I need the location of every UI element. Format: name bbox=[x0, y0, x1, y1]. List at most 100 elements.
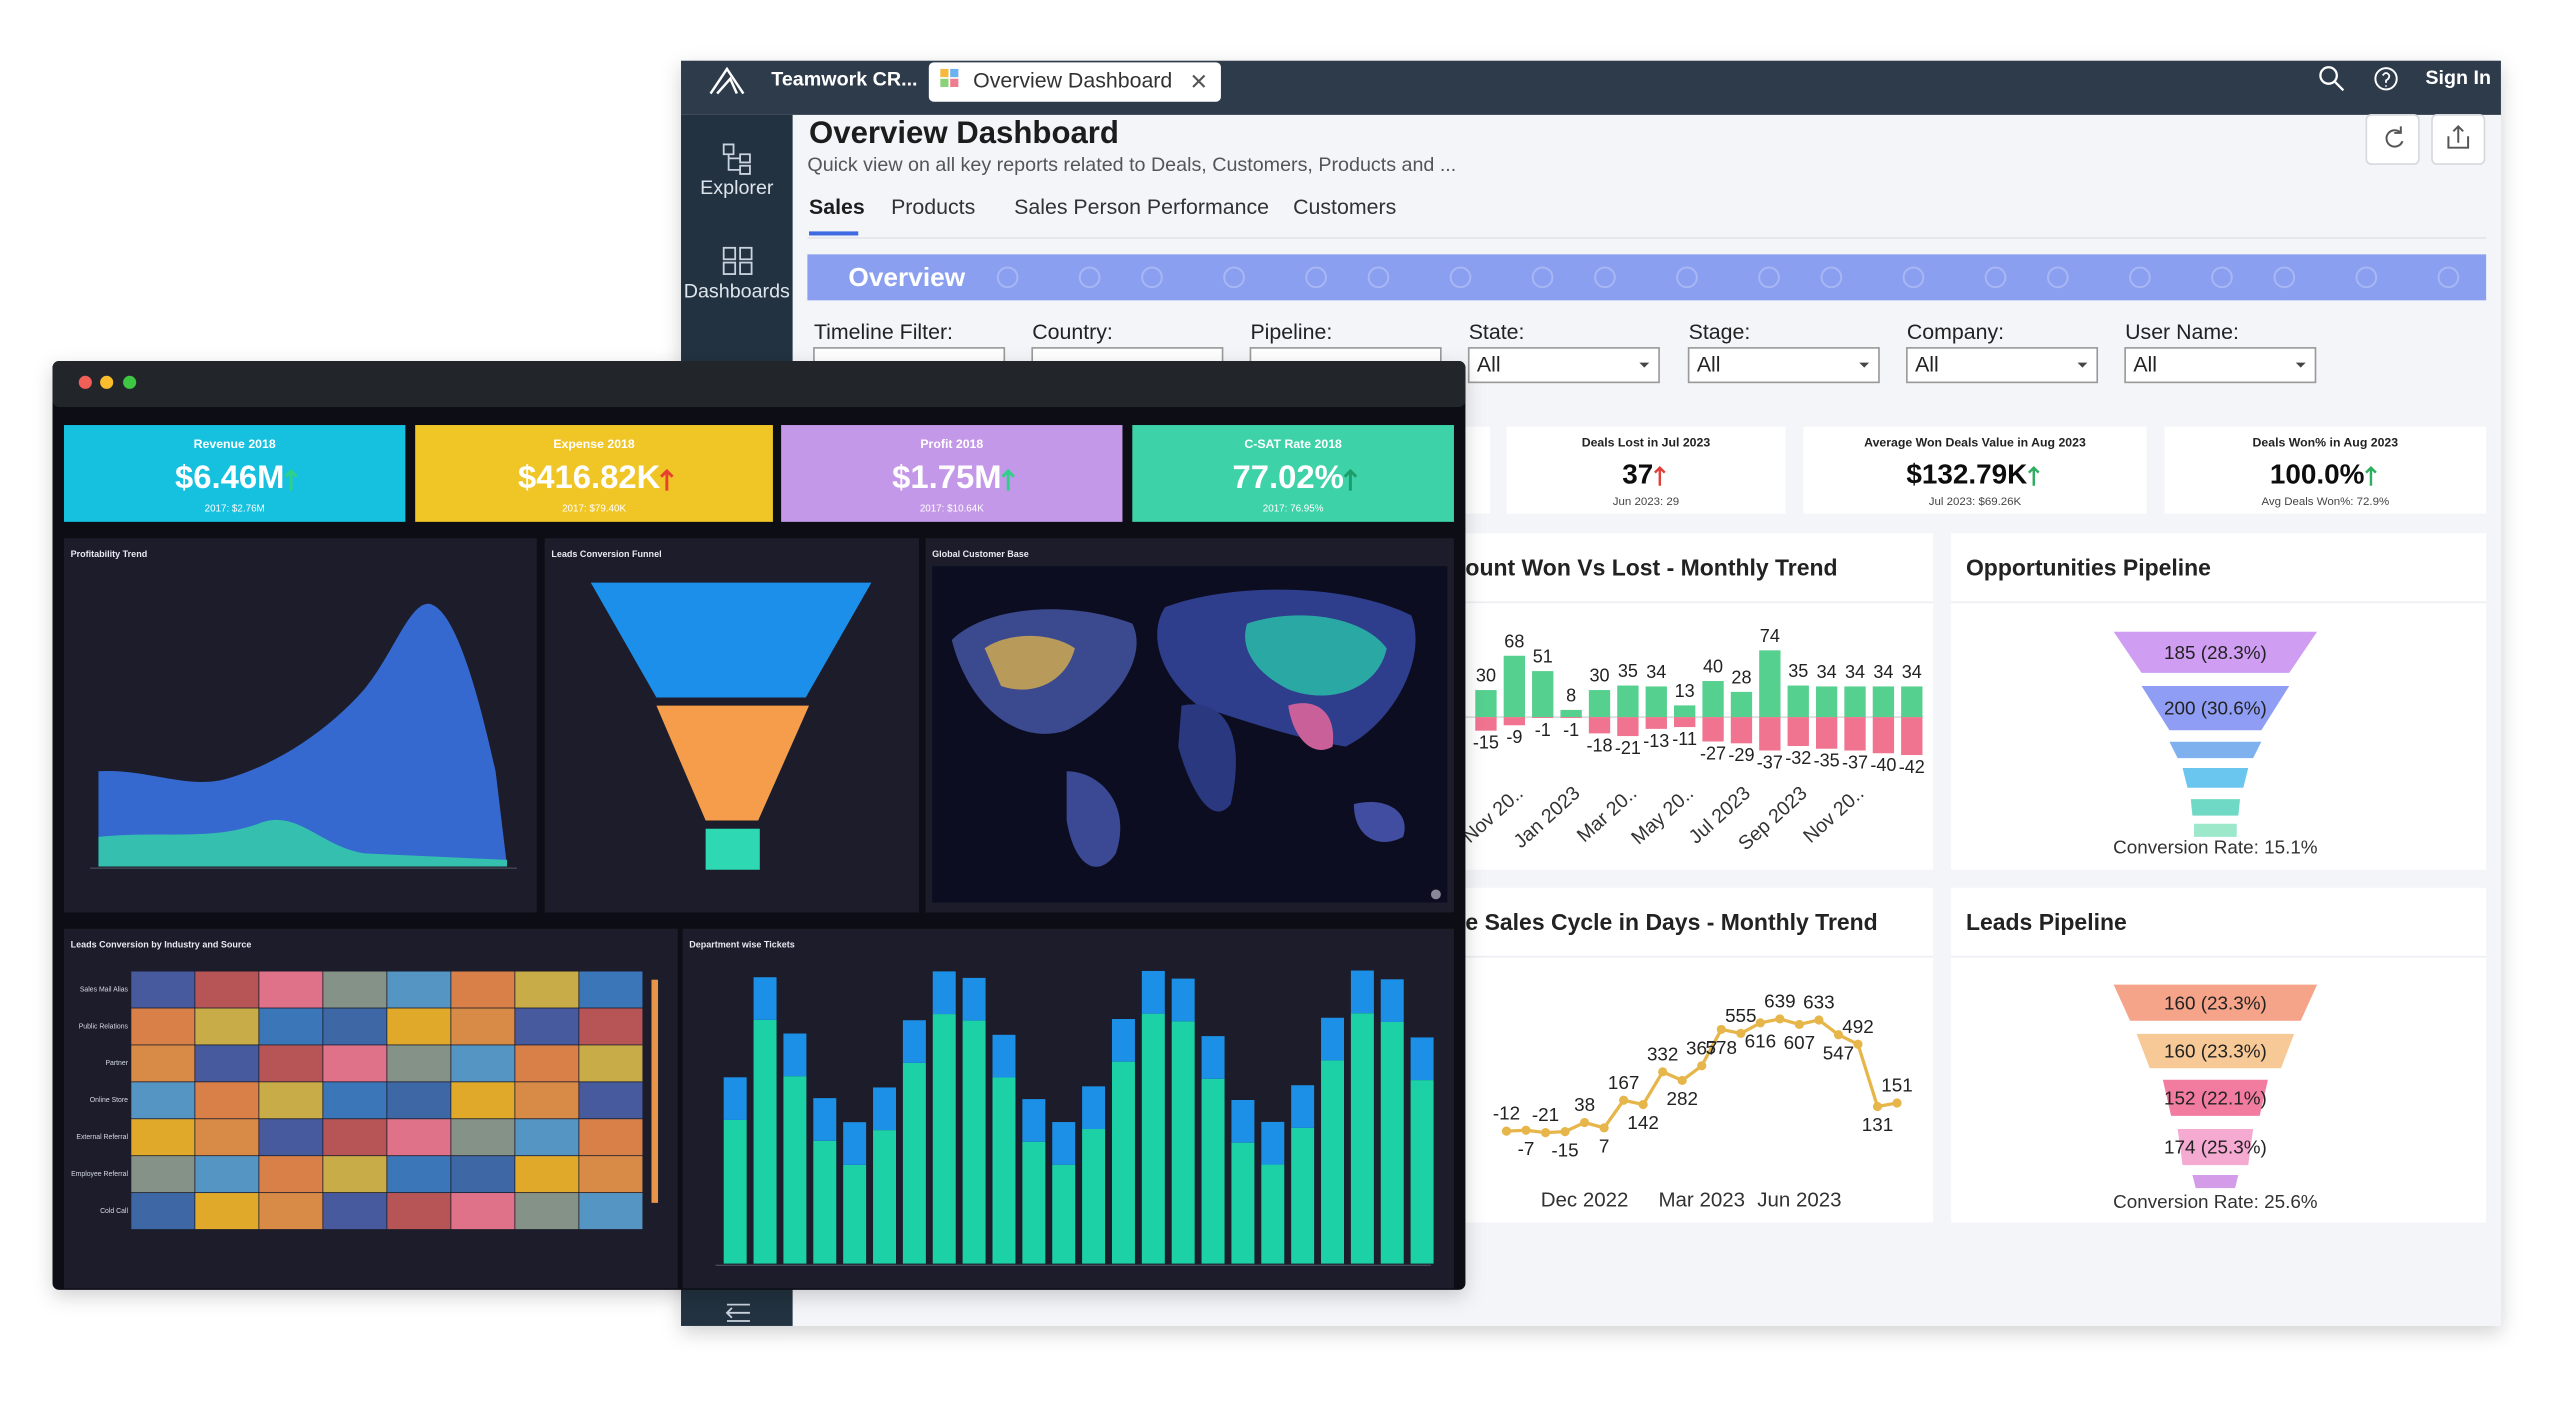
bar bbox=[1645, 686, 1667, 718]
ticket-bar-decor bbox=[1082, 1129, 1106, 1264]
funnel-stage-decor bbox=[2182, 768, 2249, 788]
line-point bbox=[1658, 1067, 1668, 1077]
data-label: -35 bbox=[1814, 751, 1840, 771]
panel-title: Leads Conversion Funnel bbox=[551, 549, 661, 559]
banner-pattern bbox=[1305, 266, 1327, 289]
heatmap-cell-decor bbox=[387, 1045, 451, 1082]
data-label: 174 (25.3%) bbox=[2164, 1137, 2267, 1158]
line-point bbox=[1814, 1015, 1824, 1025]
data-label: 616 bbox=[1745, 1031, 1776, 1052]
kpi-card bbox=[2164, 426, 2487, 514]
panel-title: Department wise Tickets bbox=[689, 940, 795, 950]
heatmap-cell-decor bbox=[131, 1045, 195, 1082]
line-point bbox=[1560, 1127, 1570, 1137]
kpi-title: Deals Lost in Jul 2023 bbox=[1582, 435, 1711, 449]
chart-title: ount Won Vs Lost - Monthly Trend bbox=[1465, 555, 1837, 581]
window-control[interactable] bbox=[100, 375, 114, 389]
heatmap-cell-decor bbox=[195, 1008, 259, 1045]
heatmap-cell-decor bbox=[259, 1193, 323, 1230]
bar bbox=[1532, 671, 1554, 718]
filter-label: Stage: bbox=[1689, 320, 1751, 344]
kpi-value: $1.75M bbox=[892, 458, 1001, 495]
kpi-arrow bbox=[2027, 465, 2040, 486]
kpi-value: $6.46M bbox=[175, 458, 284, 495]
app-tab[interactable]: Teamwork CR... bbox=[771, 69, 917, 91]
ticket-bar-decor bbox=[1141, 1013, 1165, 1264]
map-reset[interactable] bbox=[1430, 889, 1441, 900]
heatmap-cell-decor bbox=[515, 1082, 579, 1119]
heatmap-cell-decor bbox=[451, 971, 515, 1008]
ticket-bar-decor bbox=[962, 1020, 986, 1264]
help-icon[interactable] bbox=[2374, 67, 2398, 91]
filter-select[interactable] bbox=[1906, 347, 2099, 384]
search-icon[interactable] bbox=[2319, 66, 2338, 85]
nav-tab[interactable]: Sales bbox=[809, 195, 865, 219]
filter-select[interactable] bbox=[2124, 347, 2317, 384]
heatmap-cell-decor bbox=[387, 971, 451, 1008]
bar bbox=[1815, 717, 1838, 749]
panel-title: Leads Conversion by Industry and Source bbox=[71, 940, 252, 950]
banner-pattern bbox=[2437, 266, 2460, 289]
heatmap-cell-decor bbox=[579, 971, 643, 1008]
kpi-card bbox=[1506, 426, 1786, 514]
ticket-bar-decor bbox=[1052, 1122, 1076, 1165]
bar bbox=[1617, 717, 1639, 737]
sidebar-item[interactable]: Dashboards bbox=[684, 280, 790, 302]
ticket-bar-decor bbox=[1141, 970, 1165, 1014]
refresh-button[interactable] bbox=[2365, 114, 2420, 165]
title-bar bbox=[52, 361, 1466, 407]
heatmap-cell-decor bbox=[195, 1156, 259, 1193]
nav-tab[interactable]: Products bbox=[891, 195, 975, 219]
ticket-bar-decor bbox=[783, 1033, 807, 1077]
window-control[interactable] bbox=[123, 375, 137, 389]
kpi-value: 77.02% bbox=[1233, 458, 1344, 495]
chart-card bbox=[1444, 887, 1934, 1223]
dashboards-icon bbox=[739, 261, 753, 275]
line-point bbox=[1521, 1125, 1531, 1135]
heatmap-cell-decor bbox=[323, 971, 387, 1008]
collapse-icon[interactable] bbox=[725, 1303, 750, 1322]
line-point bbox=[1677, 1075, 1687, 1086]
ticket-bar-decor bbox=[873, 1087, 896, 1131]
bar bbox=[1759, 650, 1781, 718]
line-point bbox=[1755, 1018, 1765, 1028]
filter-select[interactable] bbox=[1687, 347, 1880, 384]
sign-in[interactable]: Sign In bbox=[2425, 67, 2491, 89]
nav-tab[interactable]: Sales Person Performance bbox=[1014, 195, 1269, 219]
kpi-compare: Jun 2023: 29 bbox=[1613, 496, 1679, 508]
ticket-bar-decor bbox=[1410, 1080, 1434, 1264]
window-control[interactable] bbox=[78, 375, 92, 389]
filter-select[interactable] bbox=[1467, 347, 1660, 384]
data-label: -37 bbox=[1757, 752, 1783, 772]
kpi-card bbox=[64, 425, 406, 522]
banner-pattern bbox=[1449, 266, 1472, 289]
ticket-bar-decor bbox=[1111, 1018, 1135, 1062]
bar bbox=[1787, 685, 1809, 718]
sidebar-item[interactable]: Explorer bbox=[700, 177, 774, 199]
ticket-bar-decor bbox=[843, 1122, 867, 1165]
nav-tab[interactable]: Customers bbox=[1293, 195, 1396, 219]
app-logo bbox=[709, 66, 745, 95]
banner-pattern bbox=[2129, 266, 2151, 289]
banner-pattern bbox=[1367, 266, 1390, 289]
heatmap-cell-decor bbox=[259, 971, 323, 1008]
ticket-bar-decor bbox=[1201, 1036, 1225, 1079]
heatmap-cell-decor bbox=[195, 1119, 259, 1156]
data-label: 28 bbox=[1731, 667, 1751, 687]
heatmap-cell-decor bbox=[515, 1193, 579, 1230]
bar bbox=[1815, 686, 1838, 718]
heatmap-cell-decor bbox=[579, 1008, 643, 1045]
funnel-stage-decor bbox=[2169, 741, 2262, 759]
kpi-compare: Jul 2023: $69.26K bbox=[1929, 496, 2022, 508]
banner-pattern bbox=[2211, 266, 2233, 289]
heatmap-cell-decor bbox=[451, 1082, 515, 1119]
heatmap-cell-decor bbox=[515, 1119, 579, 1156]
panel-title: Global Customer Base bbox=[932, 549, 1029, 559]
close-tab[interactable] bbox=[1192, 74, 1206, 88]
heatmap-cell-decor bbox=[323, 1082, 387, 1119]
ticket-bar-decor bbox=[1350, 970, 1374, 1014]
bar bbox=[1617, 685, 1639, 718]
active-tab[interactable] bbox=[928, 62, 1221, 102]
